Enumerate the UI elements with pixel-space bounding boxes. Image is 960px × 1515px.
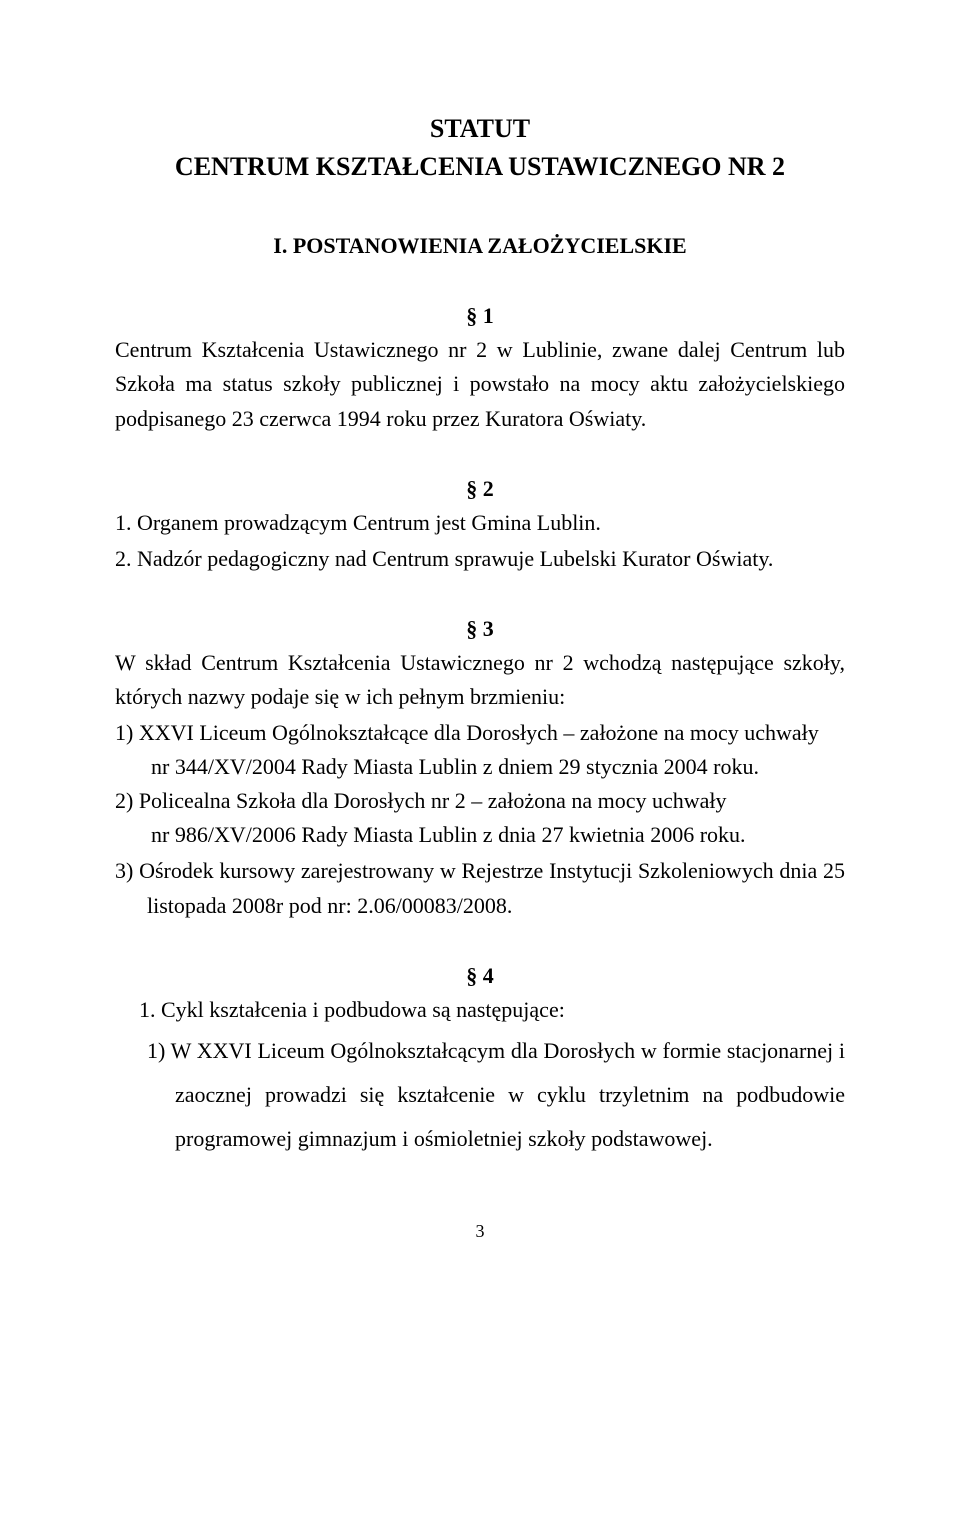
title-line-2: CENTRUM KSZTAŁCENIA USTAWICZNEGO NR 2 xyxy=(115,148,845,186)
section-1-text: Centrum Kształcenia Ustawicznego nr 2 w … xyxy=(115,333,845,435)
section-3-marker: § 3 xyxy=(115,616,845,642)
page-number: 3 xyxy=(115,1221,845,1242)
title-block: STATUT CENTRUM KSZTAŁCENIA USTAWICZNEGO … xyxy=(115,110,845,185)
chapter-heading: I. POSTANOWIENIA ZAŁOŻYCIELSKIE xyxy=(115,233,845,259)
section-2-line-1: 1. Organem prowadzącym Centrum jest Gmin… xyxy=(115,506,845,540)
section-1-marker: § 1 xyxy=(115,303,845,329)
title-line-1: STATUT xyxy=(115,110,845,148)
section-3-item-1a: 1) XXVI Liceum Ogólnokształcące dla Doro… xyxy=(115,716,845,750)
section-3-item-2b: nr 986/XV/2006 Rady Miasta Lublin z dnia… xyxy=(115,818,845,852)
section-4-line-1: 1. Cykl kształcenia i podbudowa są nastę… xyxy=(115,993,845,1027)
section-3-item-2a: 2) Policealna Szkoła dla Dorosłych nr 2 … xyxy=(115,784,845,818)
section-3-intro: W skład Centrum Kształcenia Ustawicznego… xyxy=(115,646,845,714)
section-3-item-1b: nr 344/XV/2004 Rady Miasta Lublin z dnie… xyxy=(115,750,845,784)
section-3-item-3: 3) Ośrodek kursowy zarejestrowany w Reje… xyxy=(115,854,845,922)
section-4-marker: § 4 xyxy=(115,963,845,989)
section-2-marker: § 2 xyxy=(115,476,845,502)
section-4-item-1: 1) W XXVI Liceum Ogólnokształcącym dla D… xyxy=(115,1029,845,1161)
section-2-line-2: 2. Nadzór pedagogiczny nad Centrum spraw… xyxy=(115,542,845,576)
